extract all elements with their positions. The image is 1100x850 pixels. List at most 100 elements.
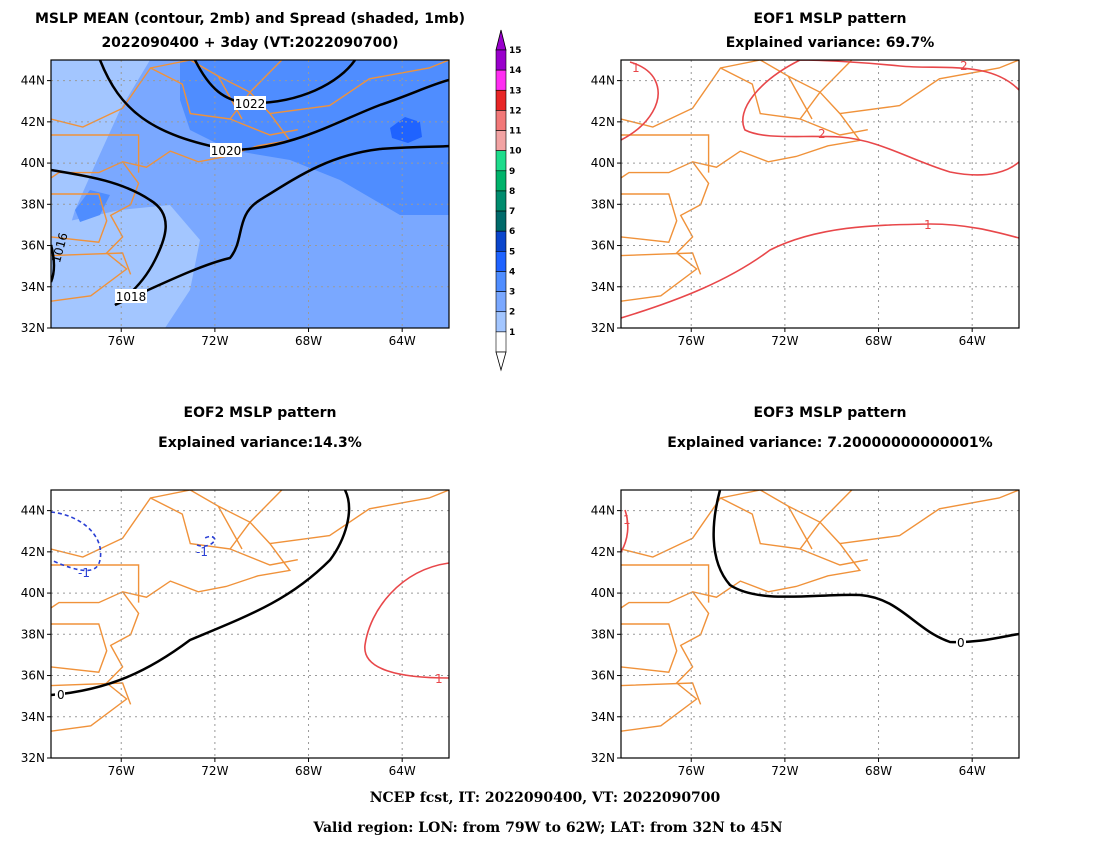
colorbar-label: 15 [509, 46, 522, 56]
panel4-axis-ticks: 76W 72W 68W 64W 32N 34N 36N 38N 40N 42N 44N [591, 504, 986, 778]
ytick-label: 34N [591, 280, 615, 294]
coastline-segment [229, 548, 298, 566]
eof1-contour-2 [742, 60, 1019, 176]
colorbar-swatch [495, 190, 507, 212]
panel3-axis-ticks: 76W 72W 68W 64W 32N 34N 36N 38N 40N 42N 44N [21, 504, 416, 778]
coastline-segment [51, 682, 132, 705]
colorbar-swatch [495, 271, 507, 292]
coastline-segment [621, 682, 702, 705]
colorbar-swatch [495, 230, 507, 252]
ytick-label: 32N [21, 751, 45, 765]
ytick-label: 38N [591, 197, 615, 211]
coastline-segment [51, 564, 140, 603]
ytick-label: 40N [591, 156, 615, 170]
coastline-segment [621, 134, 710, 173]
panel1-title: MSLP MEAN (contour, 2mb) and Spread (sha… [35, 11, 465, 27]
colorbar-label: 10 [509, 147, 522, 157]
colorbar-label: 2 [509, 308, 515, 318]
eof2-label-neg1-north: -1 [196, 545, 208, 559]
colorbar-swatch [495, 331, 507, 353]
xtick-label: 64W [389, 764, 416, 778]
coastline-segment [799, 118, 868, 136]
panel4-frame [620, 489, 1020, 759]
panel2-contour-labels: 1 2 2 1 [632, 59, 968, 232]
colorbar-label: 7 [509, 207, 515, 217]
spread-shade-5-blob [390, 117, 422, 143]
ytick-label: 40N [21, 586, 45, 600]
colorbar-swatch [495, 49, 507, 71]
colorbar-swatch [495, 150, 507, 172]
eof2-contour-0 [51, 490, 351, 697]
footer-line1: NCEP fcst, IT: 2022090400, VT: 202209070… [370, 790, 721, 806]
panel2-contours [621, 60, 1019, 319]
colorbar-label: 12 [509, 106, 522, 116]
ytick-label: 34N [21, 710, 45, 724]
colorbar-label: 13 [509, 86, 522, 96]
eof3-label-0: 0 [957, 636, 965, 650]
colorbar-label: 8 [509, 187, 515, 197]
coastline-segment [621, 193, 678, 243]
contour-label-1020: 1020 [211, 144, 242, 158]
ytick-label: 44N [591, 74, 615, 88]
xtick-label: 64W [959, 764, 986, 778]
coastline-segment [189, 490, 449, 550]
colorbar-top-arrow [495, 29, 507, 51]
xtick-label: 72W [771, 334, 798, 348]
colorbar-label: 14 [509, 66, 522, 76]
panel1-subtitle: 2022090400 + 3day (VT:2022090700) [101, 35, 398, 51]
panel2-subtitle: Explained variance: 69.7% [726, 35, 935, 51]
colorbar-label: 4 [509, 267, 515, 277]
coastline-segment [621, 591, 710, 732]
ytick-label: 42N [21, 545, 45, 559]
coastline-segment [51, 60, 292, 179]
panel2-gridlines [621, 60, 1019, 328]
xtick-label: 76W [108, 764, 135, 778]
xtick-label: 64W [389, 334, 416, 348]
colorbar-swatch [495, 89, 507, 111]
ytick-label: 34N [591, 710, 615, 724]
panel4-subtitle: Explained variance: 7.20000000000001% [667, 435, 992, 451]
footer-line2: Valid region: LON: from 79W to 62W; LAT:… [312, 820, 782, 836]
ytick-label: 42N [591, 545, 615, 559]
contour-1016 [51, 244, 56, 283]
panel2-frame [620, 59, 1020, 329]
contour-1020 [98, 60, 449, 152]
coastline-segment [621, 490, 862, 609]
colorbar-label: 3 [509, 288, 515, 298]
ytick-label: 36N [21, 669, 45, 683]
coastline-segment [621, 161, 710, 302]
ytick-label: 42N [21, 115, 45, 129]
colorbar: 15 14 13 12 11 10 9 8 7 6 5 4 3 2 1 [495, 29, 522, 372]
ytick-label: 36N [591, 239, 615, 253]
colorbar-swatch [495, 170, 507, 192]
eof3-label-1: 1 [623, 513, 631, 527]
colorbar-swatch [495, 291, 507, 313]
colorbar-swatch [495, 130, 507, 151]
coastline-segment [51, 134, 140, 173]
ytick-label: 36N [21, 239, 45, 253]
colorbar-swatch [495, 210, 507, 232]
ytick-label: 32N [591, 321, 615, 335]
spread-shade-2-south [51, 205, 200, 328]
contour-label-1018: 1018 [116, 290, 147, 304]
panel4-contours [621, 490, 1019, 644]
panel2-axis-ticks: 76W 72W 68W 64W 32N 34N 36N 38N 40N 42N 44N [591, 74, 986, 348]
coastline-segment [621, 623, 678, 673]
colorbar-swatch [495, 251, 507, 272]
ytick-label: 40N [21, 156, 45, 170]
coastline-segment [229, 118, 298, 136]
contour-1018 [51, 144, 449, 307]
panel3-contour-labels: -1 -1 0 1 [55, 545, 443, 702]
colorbar-label: 11 [509, 127, 522, 137]
eof1-contour-1-west [621, 61, 659, 141]
panel3-title: EOF2 MSLP pattern [184, 405, 337, 421]
colorbar-swatch [495, 311, 507, 333]
eof2-label-neg1-west: -1 [78, 566, 90, 580]
eof1-label-ne: 2 [960, 59, 968, 73]
ytick-label: 34N [21, 280, 45, 294]
panel3-gridlines [51, 490, 449, 758]
colorbar-label: 5 [509, 247, 515, 257]
spread-shade-2-west [51, 60, 150, 300]
coastline-segment [51, 490, 292, 609]
